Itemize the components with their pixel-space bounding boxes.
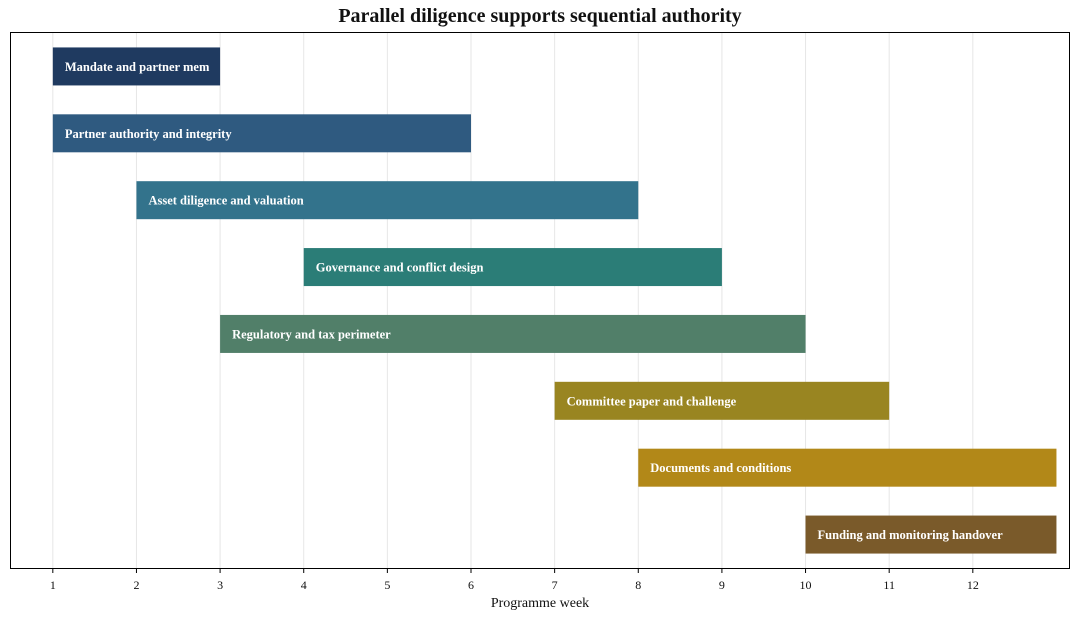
x-tick-label: 3 [217,578,223,592]
task-bar [136,181,639,220]
x-tick-label: 5 [384,578,390,592]
plot-frame [10,32,1070,569]
task-label: Governance and conflict design [316,261,484,275]
bars [52,47,1057,554]
gridlines [52,33,974,568]
x-tick-label: 4 [301,578,307,592]
x-tick-label: 8 [635,578,641,592]
task-label: Asset diligence and valuation [148,194,303,208]
x-tick-label: 2 [133,578,139,592]
task-bar [303,248,722,287]
bar-labels: Mandate and partner mem Partner authority… [65,60,1003,542]
x-tick-label: 6 [468,578,474,592]
task-label: Partner authority and integrity [65,127,233,141]
task-label: Committee paper and challenge [567,394,737,408]
x-tick-label: 9 [719,578,725,592]
x-tick-label: 7 [552,578,558,592]
x-tick-label: 10 [800,578,812,592]
x-tick-label: 11 [883,578,895,592]
task-bar [638,448,1057,487]
x-axis-ticks: 1 2 3 4 5 6 7 8 9 10 11 12 [50,568,979,592]
task-bar [220,314,806,353]
chart-title: Parallel diligence supports sequential a… [338,5,742,27]
task-bar [52,114,472,153]
task-label: Regulatory and tax perimeter [232,327,391,341]
task-bar [554,381,890,420]
x-axis-label: Programme week [491,596,589,611]
task-label: Mandate and partner mem [65,60,210,74]
task-label: Funding and monitoring handover [818,528,1004,542]
task-bar [805,515,1057,554]
task-bar [52,47,221,86]
x-tick-label: 12 [967,578,979,592]
task-label: Documents and conditions [650,461,791,475]
x-tick-label: 1 [50,578,56,592]
